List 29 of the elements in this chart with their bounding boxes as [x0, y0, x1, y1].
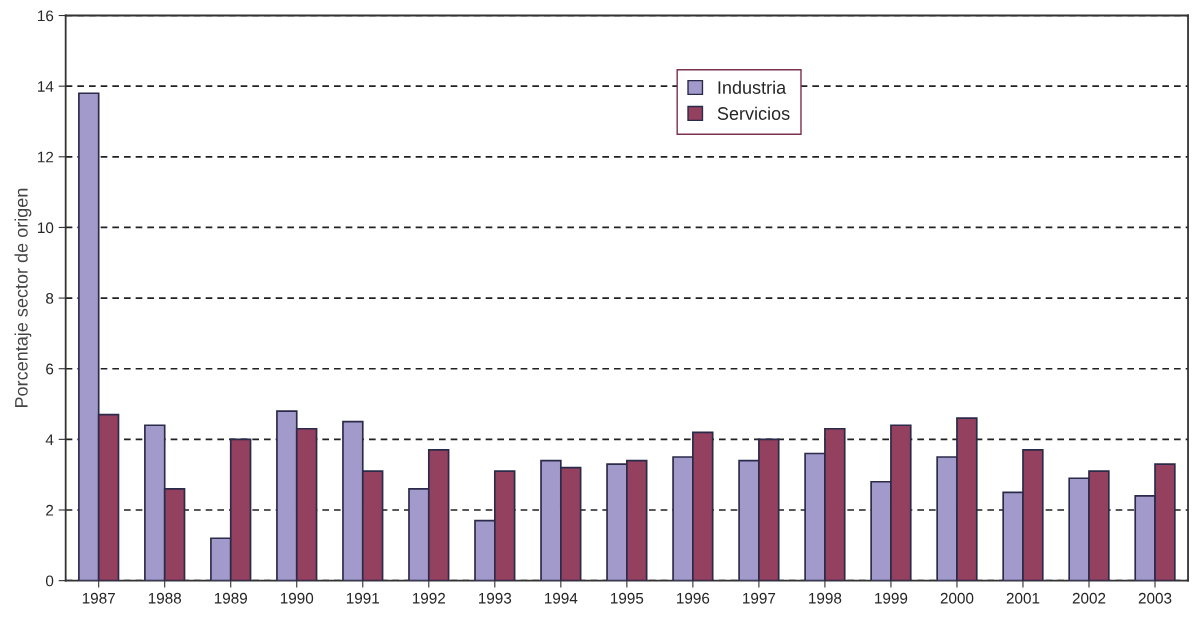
x-tick-label: 1996: [677, 592, 710, 604]
x-tick-label: 2002: [1072, 592, 1106, 604]
y-tick-label: 10: [38, 222, 54, 234]
x-tick-label: 1990: [280, 592, 314, 604]
x-tick-label: 1999: [875, 592, 908, 604]
x-tick-label: 1988: [148, 592, 182, 604]
x-tick-label: 1995: [611, 592, 644, 604]
x-tick-label: 2003: [1138, 592, 1172, 604]
y-tick-label: 2: [46, 504, 54, 516]
y-tick-label: 14: [38, 81, 54, 92]
y-tick-label: 8: [46, 292, 54, 304]
x-tick-label: 2000: [940, 592, 974, 604]
x-tick-label: 1997: [743, 592, 776, 604]
x-tick-label: 1994: [545, 592, 578, 604]
y-tick-label: 4: [45, 434, 54, 445]
x-tick-label: 1989: [214, 592, 247, 604]
x-tick-label: 1993: [478, 592, 512, 604]
x-tick-label: 1987: [82, 592, 115, 604]
x-tick-label: 1998: [809, 592, 842, 604]
y-tick-label: 6: [46, 363, 54, 375]
y-tick-label: 0: [45, 575, 54, 587]
x-tick-label: 2001: [1006, 592, 1040, 604]
y-tick-label: 12: [38, 151, 54, 163]
x-tick-label: 1992: [412, 592, 446, 604]
legend-label: Industria: [718, 80, 787, 94]
y-tick-label: 16: [38, 10, 54, 22]
y-axis-title: Porcentaje sector de origen: [14, 188, 32, 407]
x-tick-label: 1991: [346, 592, 380, 604]
legend-label: Servicios: [717, 106, 790, 120]
